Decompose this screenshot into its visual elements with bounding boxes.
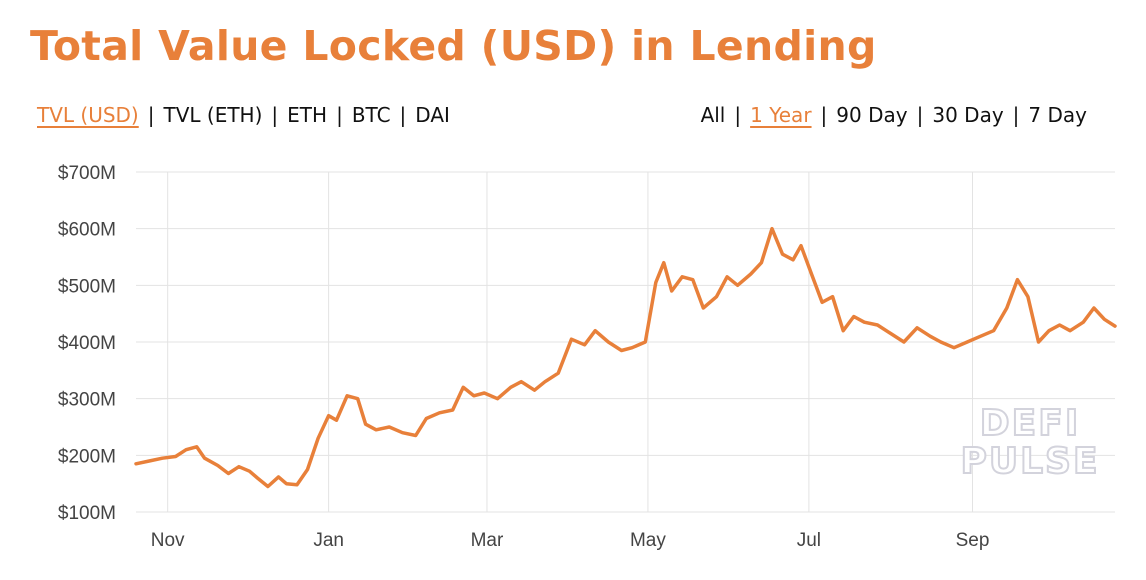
y-tick-label: $500M xyxy=(58,276,116,297)
range-separator: | xyxy=(734,103,742,127)
tab-eth[interactable]: ETH xyxy=(287,103,328,127)
tab-separator: | xyxy=(271,103,279,127)
tab-tvl-usd[interactable]: TVL (USD) xyxy=(37,103,139,127)
x-tick-label: May xyxy=(630,530,666,551)
defi-pulse-watermark: DEFI PULSE xyxy=(959,402,1099,483)
tab-separator: | xyxy=(399,103,407,127)
range-1-year[interactable]: 1 Year xyxy=(750,103,812,127)
chart-title: Total Value Locked (USD) in Lending xyxy=(30,22,877,70)
series-lines xyxy=(134,226,1117,489)
x-tick-label: Sep xyxy=(956,530,990,551)
range-30-day[interactable]: 30 Day xyxy=(932,103,1004,127)
y-tick-label: $400M xyxy=(58,333,116,354)
x-tick-label: Jan xyxy=(313,530,344,551)
x-tick-label: Nov xyxy=(151,530,185,551)
y-axis-ticks: $100M $200M $300M $400M $500M $600M $700M xyxy=(58,163,116,524)
x-tick-label: Jul xyxy=(797,530,821,551)
y-tick-label: $600M xyxy=(58,220,116,241)
range-90-day[interactable]: 90 Day xyxy=(836,103,908,127)
range-all[interactable]: All xyxy=(700,103,726,127)
range-separator: | xyxy=(1012,103,1020,127)
x-tick-label: Mar xyxy=(471,530,504,551)
y-tick-label: $100M xyxy=(58,503,116,524)
tvl-series-line xyxy=(134,226,1117,489)
tab-tvl-eth[interactable]: TVL (ETH) xyxy=(163,103,263,127)
watermark-line-2: PULSE xyxy=(960,441,1099,482)
tvl-line-chart: $100M $200M $300M $400M $500M $600M $700M Nov J… xyxy=(58,163,1117,551)
range-separator: | xyxy=(916,103,924,127)
tab-separator: | xyxy=(147,103,155,127)
tab-separator: | xyxy=(336,103,343,127)
y-tick-label: $700M xyxy=(58,163,116,184)
chart-grid xyxy=(136,171,1115,513)
metric-tabs: TVL (USD) | TVL (ETH) | ETH | BTC | DAI xyxy=(37,103,450,127)
watermark-line-1: DEFI xyxy=(980,403,1080,444)
y-tick-label: $300M xyxy=(58,390,116,411)
y-tick-label: $200M xyxy=(58,446,116,467)
tab-dai[interactable]: DAI xyxy=(415,103,450,127)
range-separator: | xyxy=(820,103,828,127)
tab-btc[interactable]: BTC xyxy=(351,103,391,127)
range-7-day[interactable]: 7 Day xyxy=(1028,103,1087,127)
time-range-tabs: All | 1 Year | 90 Day | 30 Day | 7 Day xyxy=(701,103,1087,127)
x-axis-ticks: Nov Jan Mar May Jul Sep xyxy=(151,530,990,551)
